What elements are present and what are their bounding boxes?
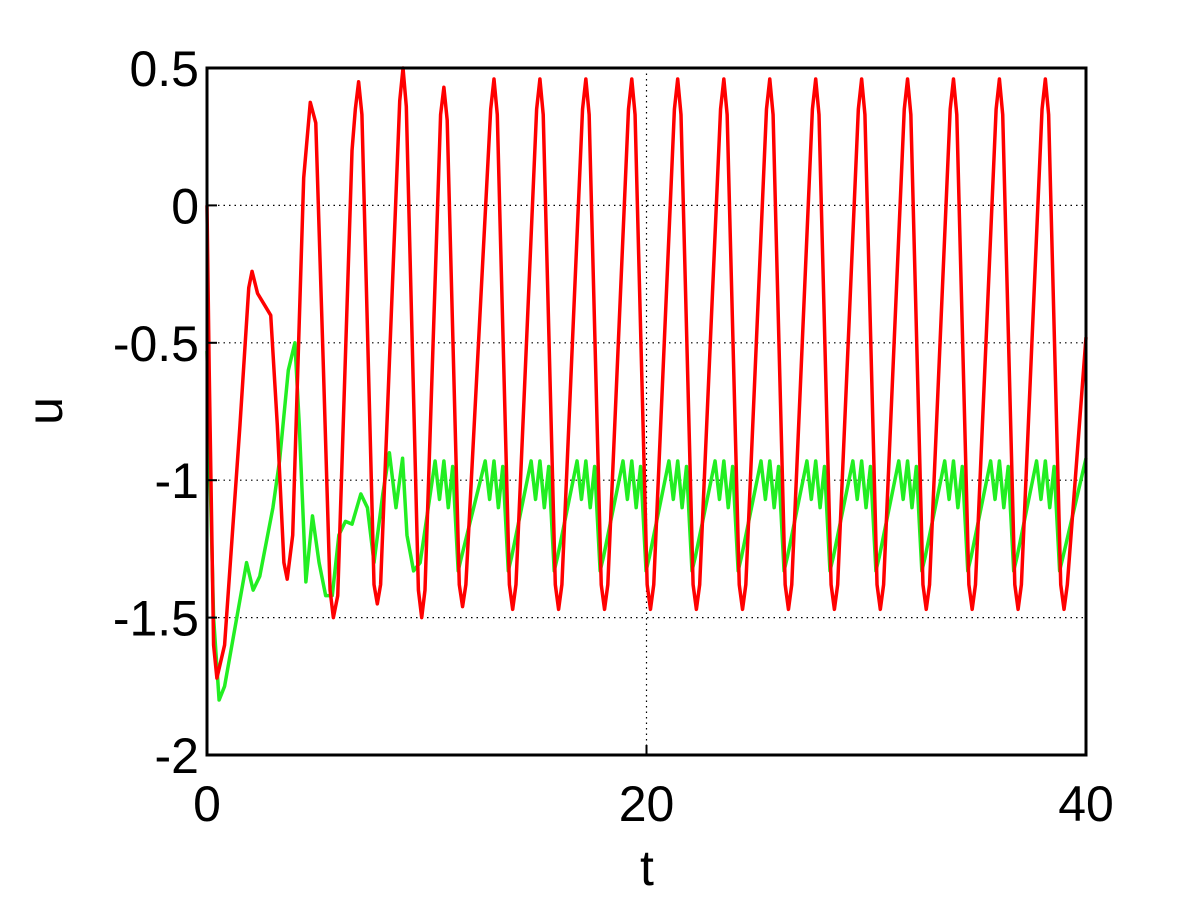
y-tick-label: -1	[155, 453, 199, 509]
x-tick-label: 0	[193, 776, 221, 832]
y-tick-label: 0.5	[129, 41, 199, 97]
x-axis-label: t	[640, 840, 654, 896]
ticks: 0.50-0.5-1-1.5-20 20 40	[113, 41, 1114, 832]
x-tick-label: 20	[619, 776, 675, 832]
y-axis-label: u	[17, 397, 73, 425]
data-line	[205, 66, 1088, 680]
y-tick-label: -2	[155, 728, 199, 784]
y-tick-label: -1.5	[113, 591, 199, 647]
plot-lines	[205, 66, 1088, 702]
y-tick-label: 0	[171, 178, 199, 234]
data-line	[205, 341, 1088, 702]
grid	[206, 67, 1087, 756]
y-tick-label: -0.5	[113, 316, 199, 372]
x-tick-label: 40	[1058, 776, 1114, 832]
